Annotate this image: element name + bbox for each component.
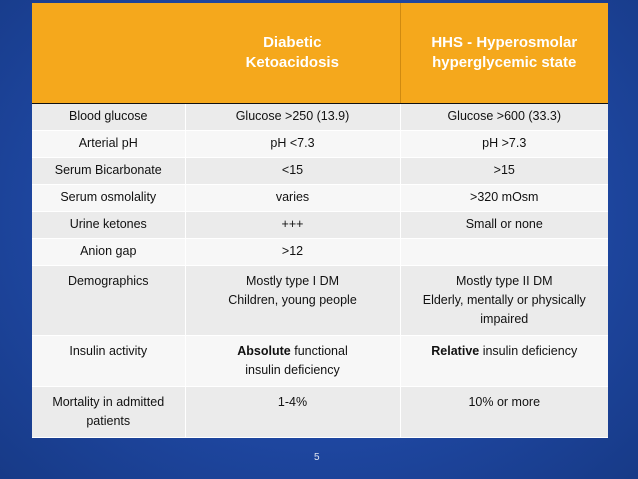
header-hhs: HHS - Hyperosmolar hyperglycemic state: [400, 3, 608, 104]
hhs-insulin-bold: Relative: [431, 344, 480, 358]
row-blood-glucose: Blood glucose Glucose >250 (13.9) Glucos…: [32, 103, 608, 131]
hhs-value: Relative insulin deficiency: [399, 335, 608, 387]
hhs-value: Small or none: [399, 211, 608, 239]
page-number: 5: [314, 452, 320, 463]
header-dka-line-1: Diabetic: [263, 34, 322, 51]
hhs-value: 10% or more: [399, 386, 608, 438]
row-demographics: Demographics Mostly type I DM Children, …: [32, 265, 608, 336]
hhs-value: >320 mOsm: [399, 184, 608, 212]
dka-value: Absolute functional insulin deficiency: [184, 335, 400, 387]
row-label: Insulin activity: [32, 335, 185, 387]
dka-demographics-line-1: Mostly type I DM: [245, 274, 340, 288]
dka-value: >12: [184, 238, 400, 266]
hhs-insulin-rest: insulin deficiency: [479, 344, 578, 358]
header-dka: Diabetic Ketoacidosis: [185, 3, 401, 104]
row-serum-bicarbonate: Serum Bicarbonate <15 >15: [32, 157, 608, 185]
row-label: Demographics: [32, 265, 185, 336]
row-label: Anion gap: [32, 238, 185, 266]
hhs-value: [399, 238, 608, 266]
mortality-label-line-1: Mortality in admitted: [52, 395, 165, 409]
hhs-value: Mostly type II DM Elderly, mentally or p…: [399, 265, 608, 336]
row-serum-osmolality: Serum osmolality varies >320 mOsm: [32, 184, 608, 212]
dka-value: <15: [184, 157, 400, 185]
hhs-value: Glucose >600 (33.3): [399, 103, 608, 131]
dka-insulin-rest: functional: [290, 344, 348, 358]
row-label: Serum Bicarbonate: [32, 157, 185, 185]
row-label: Arterial pH: [32, 130, 185, 158]
header-row: Diabetic Ketoacidosis HHS - Hyperosmolar…: [32, 3, 608, 104]
hhs-demographics-line-3: impaired: [480, 312, 529, 326]
hhs-demographics-line-1: Mostly type II DM: [455, 274, 553, 288]
row-mortality: Mortality in admitted patients 1-4% 10% …: [32, 386, 608, 438]
dka-value: varies: [184, 184, 400, 212]
dka-value: 1-4%: [184, 386, 400, 438]
comparison-table-wrap: Diabetic Ketoacidosis HHS - Hyperosmolar…: [32, 3, 608, 438]
header-hhs-line-1: HHS - Hyperosmolar: [431, 34, 578, 51]
row-anion-gap: Anion gap >12: [32, 238, 608, 266]
hhs-demographics-line-2: Elderly, mentally or physically: [422, 293, 586, 307]
dka-value: +++: [184, 211, 400, 239]
hhs-value: >15: [399, 157, 608, 185]
dka-demographics-line-2: Children, young people: [228, 293, 357, 307]
row-urine-ketones: Urine ketones +++ Small or none: [32, 211, 608, 239]
header-empty-cell: [32, 3, 185, 104]
row-label: Urine ketones: [32, 211, 185, 239]
header-hhs-line-2: hyperglycemic state: [432, 54, 577, 71]
dka-insulin-bold: Absolute: [237, 344, 291, 358]
dka-insulin-line-1: Absolute functional: [192, 342, 394, 361]
hhs-value: pH >7.3: [399, 130, 608, 158]
row-label: Blood glucose: [32, 103, 185, 131]
hhs-insulin-line-1: Relative insulin deficiency: [407, 342, 603, 361]
dka-value: Glucose >250 (13.9): [184, 103, 400, 131]
dka-insulin-line-2: insulin deficiency: [245, 363, 340, 377]
row-label: Mortality in admitted patients: [32, 386, 185, 438]
row-label: Serum osmolality: [32, 184, 185, 212]
dka-value: Mostly type I DM Children, young people: [184, 265, 400, 336]
row-arterial-ph: Arterial pH pH <7.3 pH >7.3: [32, 130, 608, 158]
dka-value: pH <7.3: [184, 130, 400, 158]
row-insulin-activity: Insulin activity Absolute functional ins…: [32, 335, 608, 387]
header-dka-line-2: Ketoacidosis: [245, 54, 339, 71]
mortality-label-line-2: patients: [86, 414, 131, 428]
dka-vs-hhs-table: Diabetic Ketoacidosis HHS - Hyperosmolar…: [32, 3, 608, 438]
